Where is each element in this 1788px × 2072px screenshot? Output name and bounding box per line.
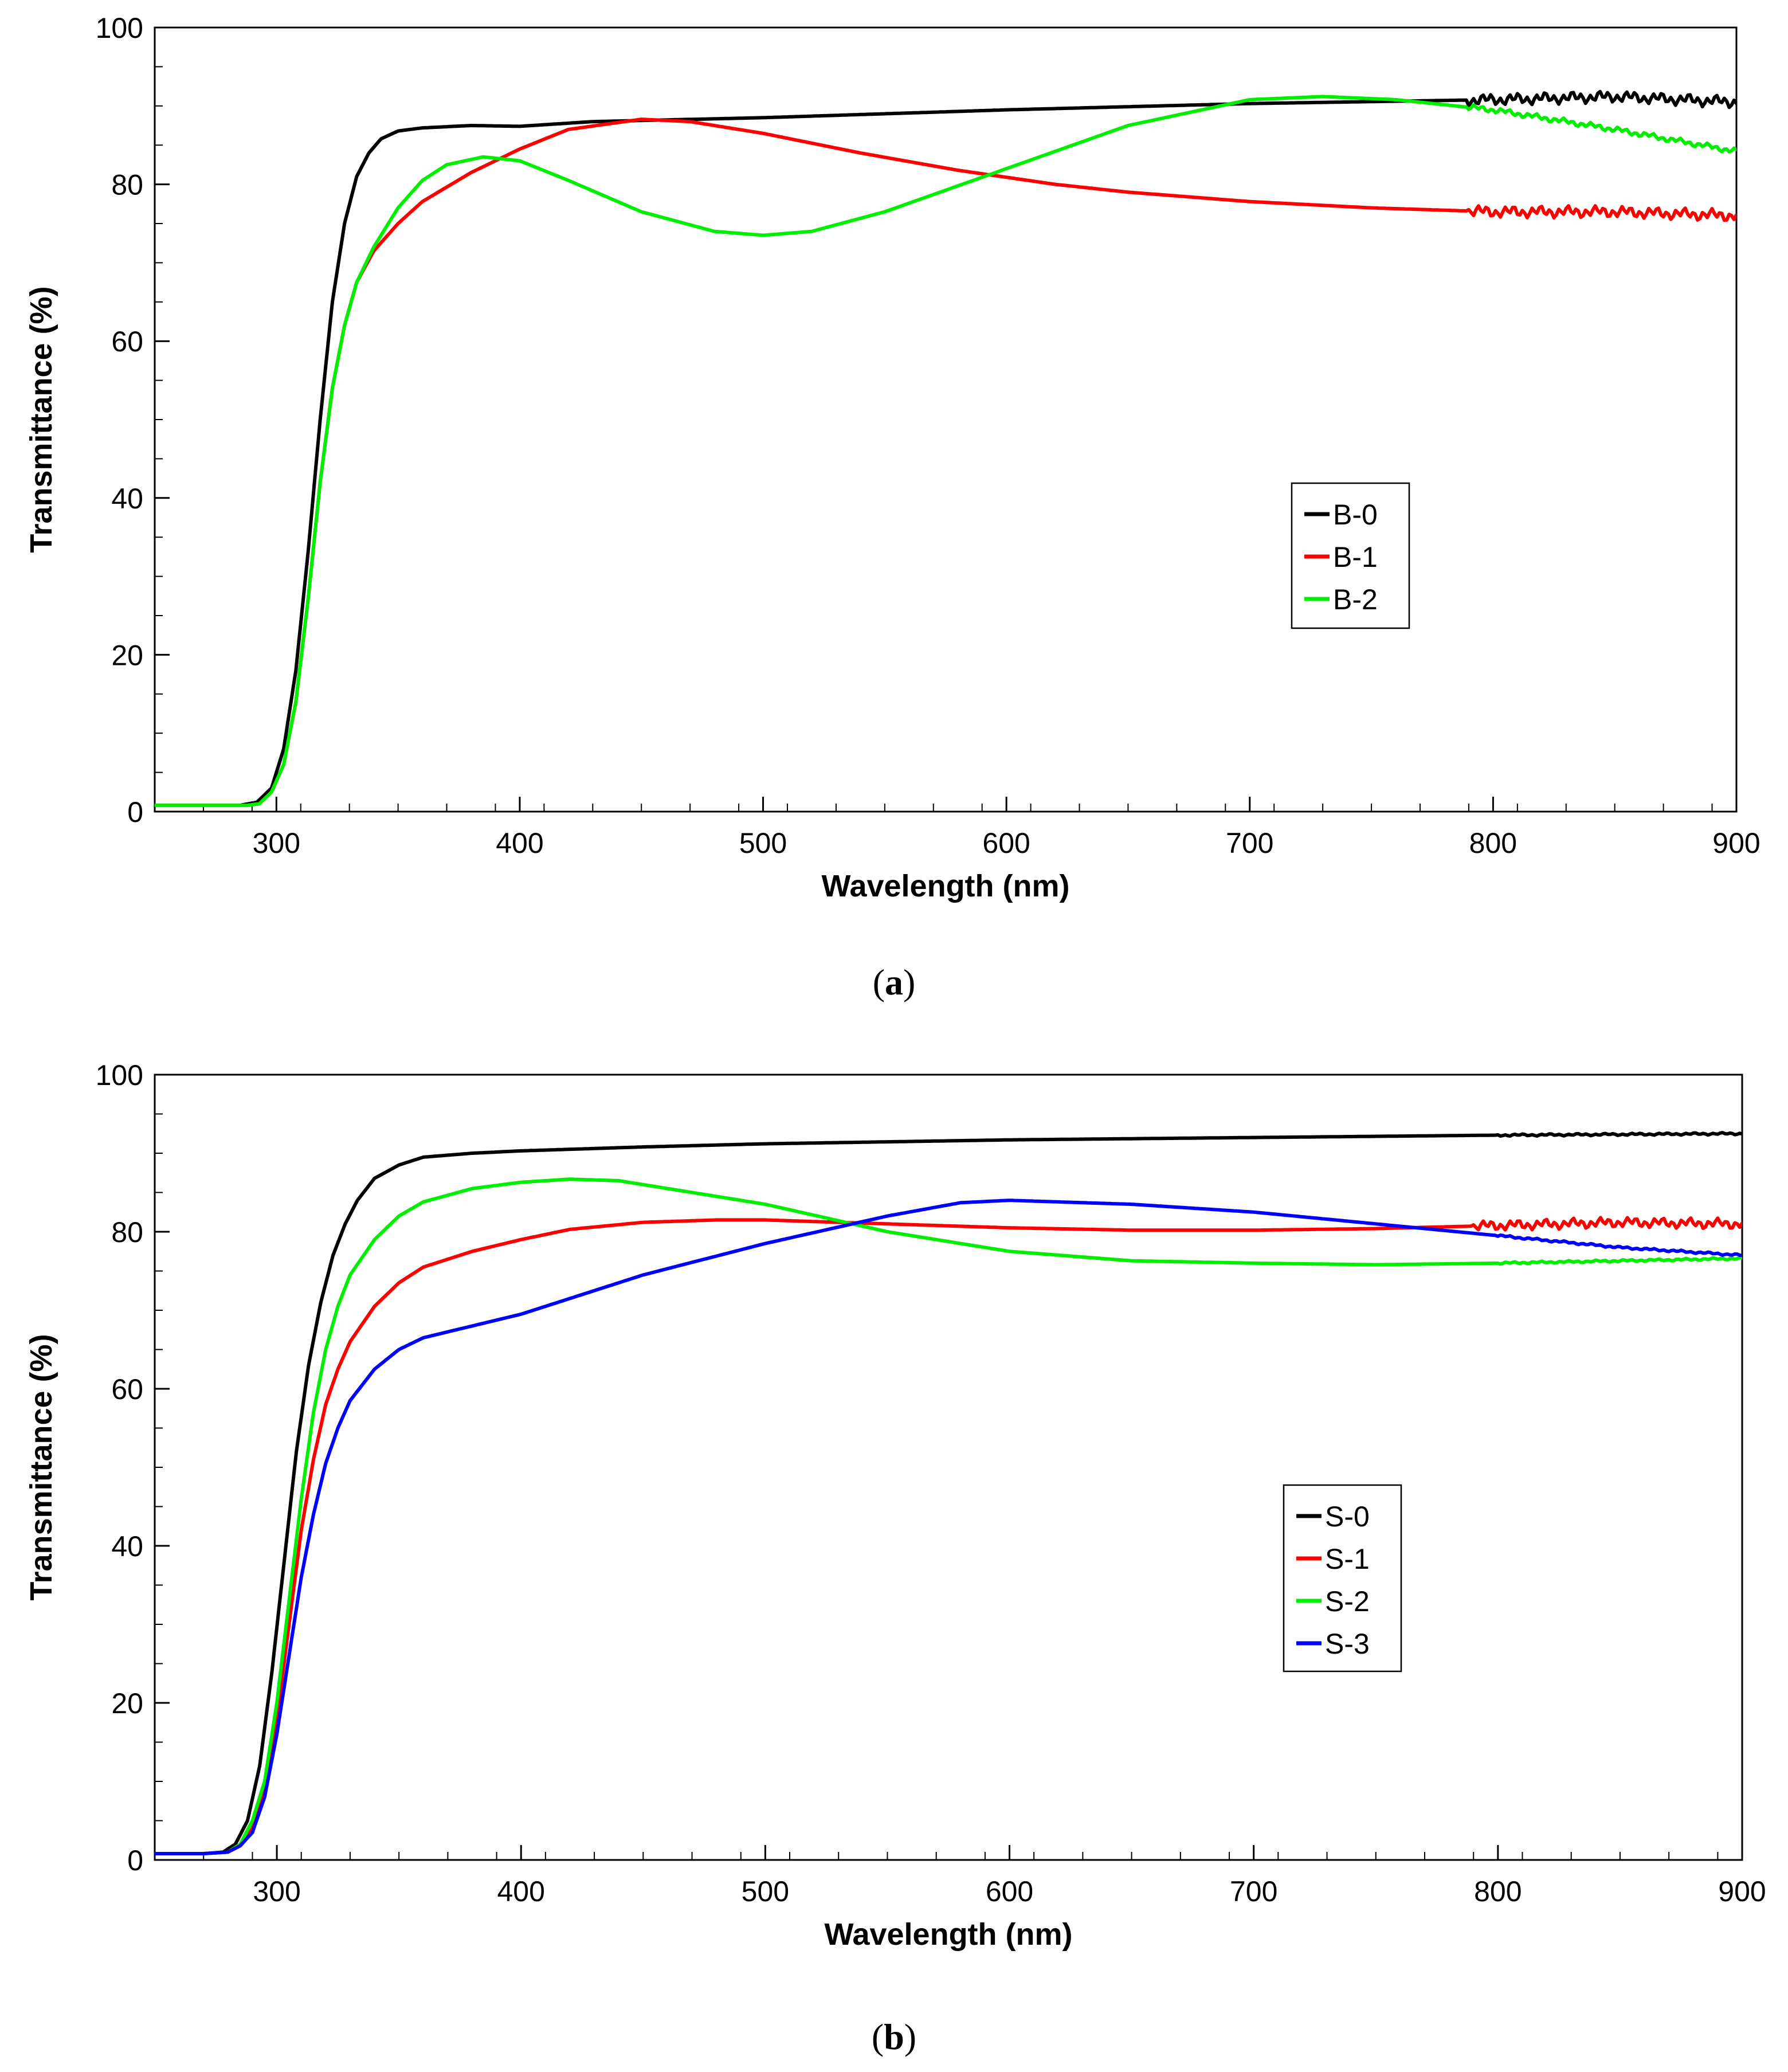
x-axis-title: Wavelength (nm) bbox=[824, 1917, 1072, 1952]
legend-label: B-2 bbox=[1333, 583, 1378, 616]
chart-b: 300 400 500 600 700 800 900 0 20 40 60 80 100 Wavelen… bbox=[24, 1059, 1766, 2057]
y-tick-label: 80 bbox=[111, 1216, 143, 1248]
y-tick-label: 40 bbox=[111, 1530, 143, 1562]
x-tick-label: 400 bbox=[496, 827, 543, 859]
legend-label: B-1 bbox=[1333, 541, 1378, 573]
x-tick-label: 300 bbox=[253, 827, 300, 859]
y-tick-label: 40 bbox=[111, 483, 143, 515]
x-tick-label: 300 bbox=[253, 1875, 300, 1908]
x-tick-label: 900 bbox=[1712, 827, 1760, 859]
figure-caption: (b) bbox=[872, 2016, 916, 2057]
y-tick-label: 20 bbox=[111, 639, 143, 671]
legend-label: S-1 bbox=[1325, 1543, 1370, 1575]
series-line-s-2 bbox=[155, 1177, 1742, 1855]
y-axis-title: Transmittance (%) bbox=[24, 1334, 58, 1600]
y-tick-label: 60 bbox=[111, 326, 143, 358]
y-tick-label: 60 bbox=[111, 1373, 143, 1405]
legend: S-0 S-1 S-2 S-3 bbox=[1283, 1484, 1402, 1673]
series-line-s-0 bbox=[155, 1131, 1742, 1855]
y-tick-label: 20 bbox=[111, 1687, 143, 1720]
series-line-s-3 bbox=[155, 1198, 1742, 1855]
x-tick-label: 700 bbox=[1230, 1875, 1277, 1908]
x-tick-label: 500 bbox=[739, 827, 787, 859]
y-tick-label: 100 bbox=[96, 12, 143, 44]
legend-label: B-0 bbox=[1333, 499, 1378, 531]
y-tick-label: 80 bbox=[111, 169, 143, 201]
y-tick-label: 0 bbox=[127, 1844, 143, 1877]
y-tick-label: 0 bbox=[127, 796, 143, 828]
x-tick-label: 600 bbox=[982, 827, 1030, 859]
y-axis-title: Transmittance (%) bbox=[24, 286, 58, 553]
x-tick-label: 900 bbox=[1718, 1875, 1766, 1908]
x-tick-label: 700 bbox=[1226, 827, 1273, 859]
x-tick-label: 800 bbox=[1469, 827, 1517, 859]
y-tick-label: 100 bbox=[96, 1059, 143, 1091]
x-tick-label: 400 bbox=[497, 1875, 545, 1908]
chart-a: 300 400 500 600 700 800 900 0 20 40 60 80 100 Wavelen… bbox=[24, 12, 1760, 1002]
series-line-b-2 bbox=[155, 95, 1736, 808]
series-line-b-0 bbox=[155, 89, 1736, 808]
legend-label: S-0 bbox=[1325, 1501, 1370, 1533]
x-tick-label: 600 bbox=[986, 1875, 1033, 1908]
legend: B-0 B-1 B-2 bbox=[1291, 482, 1410, 629]
series-line-s-1 bbox=[155, 1216, 1742, 1855]
x-tick-label: 500 bbox=[742, 1875, 789, 1908]
legend-label: S-3 bbox=[1325, 1628, 1370, 1660]
x-axis-title: Wavelength (nm) bbox=[821, 869, 1069, 903]
legend-label: S-2 bbox=[1325, 1585, 1370, 1617]
series-line-b-1 bbox=[155, 117, 1736, 808]
figure-caption: (a) bbox=[873, 962, 916, 1002]
x-tick-label: 800 bbox=[1474, 1875, 1522, 1908]
